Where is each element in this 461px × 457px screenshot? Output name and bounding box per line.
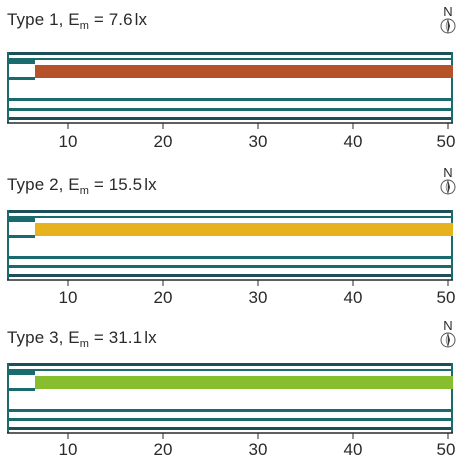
panel-type-3: Type 3, Em = 31.1 lx N 10 20	[0, 306, 461, 457]
road-line	[7, 216, 453, 218]
north-compass-icon: N	[440, 318, 456, 348]
em-value: 7.6	[108, 10, 133, 29]
road-left-edge	[7, 52, 9, 123]
panel-type-1: Type 1, Em = 7.6 lx N 10 20	[0, 0, 461, 150]
tick-label: 50	[437, 288, 456, 303]
em-unit: lx	[144, 175, 157, 194]
type-label: Type 1	[7, 10, 59, 29]
road-line	[7, 418, 453, 421]
em-symbol: E	[68, 328, 80, 347]
road-edge-bottom	[7, 427, 453, 430]
illuminance-bar	[35, 376, 453, 389]
tick-label: 30	[249, 132, 268, 150]
road-stub-top	[7, 60, 35, 64]
panel-title: Type 1, Em = 7.6 lx	[7, 10, 148, 32]
em-symbol: E	[68, 10, 80, 29]
road-stub-bottom	[7, 77, 35, 80]
tick-label: 10	[59, 288, 78, 303]
road-left-edge	[7, 210, 9, 280]
em-symbol: E	[68, 175, 80, 194]
em-subscript: m	[79, 338, 90, 350]
road-right-edge	[451, 52, 453, 123]
tick-label: 20	[154, 132, 173, 150]
compass-label: N	[443, 318, 452, 333]
road-edge-bottom	[7, 117, 453, 120]
road-stub-bottom	[7, 388, 35, 391]
axis: 10 20 30 40 50	[7, 279, 456, 303]
tick-label: 30	[249, 440, 268, 457]
em-unit: lx	[144, 328, 157, 347]
em-subscript: m	[79, 185, 90, 197]
north-compass-icon: N	[440, 4, 456, 34]
axis: 10 20 30 40 50	[7, 432, 456, 457]
tick-label: 10	[59, 132, 78, 150]
road-stub-top	[7, 218, 35, 222]
road-lines	[7, 210, 453, 280]
axis: 10 20 30 40 50	[7, 122, 456, 150]
tick-label: 20	[154, 288, 173, 303]
em-unit: lx	[134, 10, 148, 29]
road-edge-top	[7, 52, 453, 55]
em-subscript: m	[79, 20, 90, 32]
panel-type-2: Type 2, Em = 15.5 lx N 10 20	[0, 153, 461, 303]
road-diagram: 10 20 30 40 50	[7, 210, 456, 303]
road-lines	[7, 52, 453, 123]
road-edge-bottom	[7, 274, 453, 277]
road-line	[7, 369, 453, 371]
road-right-edge	[451, 363, 453, 433]
road-line	[7, 58, 453, 60]
road-left-edge	[7, 363, 9, 433]
illuminance-bar	[35, 65, 453, 78]
tick-label: 20	[154, 440, 173, 457]
tick-label: 40	[344, 132, 363, 150]
road-diagram: 10 20 30 40 50	[7, 363, 456, 457]
panel-title: Type 3, Em = 31.1 lx	[7, 328, 157, 350]
road-line	[7, 98, 453, 101]
road-line	[7, 409, 453, 412]
type-label: Type 3	[7, 328, 59, 347]
illuminance-bar	[35, 223, 453, 236]
road-edge-top	[7, 210, 453, 213]
road-edge-top	[7, 363, 453, 366]
road-lines	[7, 363, 453, 433]
road-stub-bottom	[7, 235, 35, 238]
tick-label: 50	[437, 440, 456, 457]
compass-label: N	[443, 165, 452, 180]
tick-label: 40	[344, 440, 363, 457]
north-compass-icon: N	[440, 165, 456, 195]
tick-label: 40	[344, 288, 363, 303]
type-label: Type 2	[7, 175, 59, 194]
road-stub-top	[7, 371, 35, 375]
road-line	[7, 108, 453, 111]
road-right-edge	[451, 210, 453, 280]
em-value: 15.5	[108, 175, 143, 194]
road-line	[7, 265, 453, 268]
panel-title: Type 2, Em = 15.5 lx	[7, 175, 157, 197]
road-line	[7, 256, 453, 259]
tick-label: 50	[437, 132, 456, 150]
tick-label: 10	[59, 440, 78, 457]
compass-label: N	[443, 4, 452, 19]
em-value: 31.1	[108, 328, 143, 347]
road-diagram: 10 20 30 40 50	[7, 52, 456, 150]
tick-label: 30	[249, 288, 268, 303]
